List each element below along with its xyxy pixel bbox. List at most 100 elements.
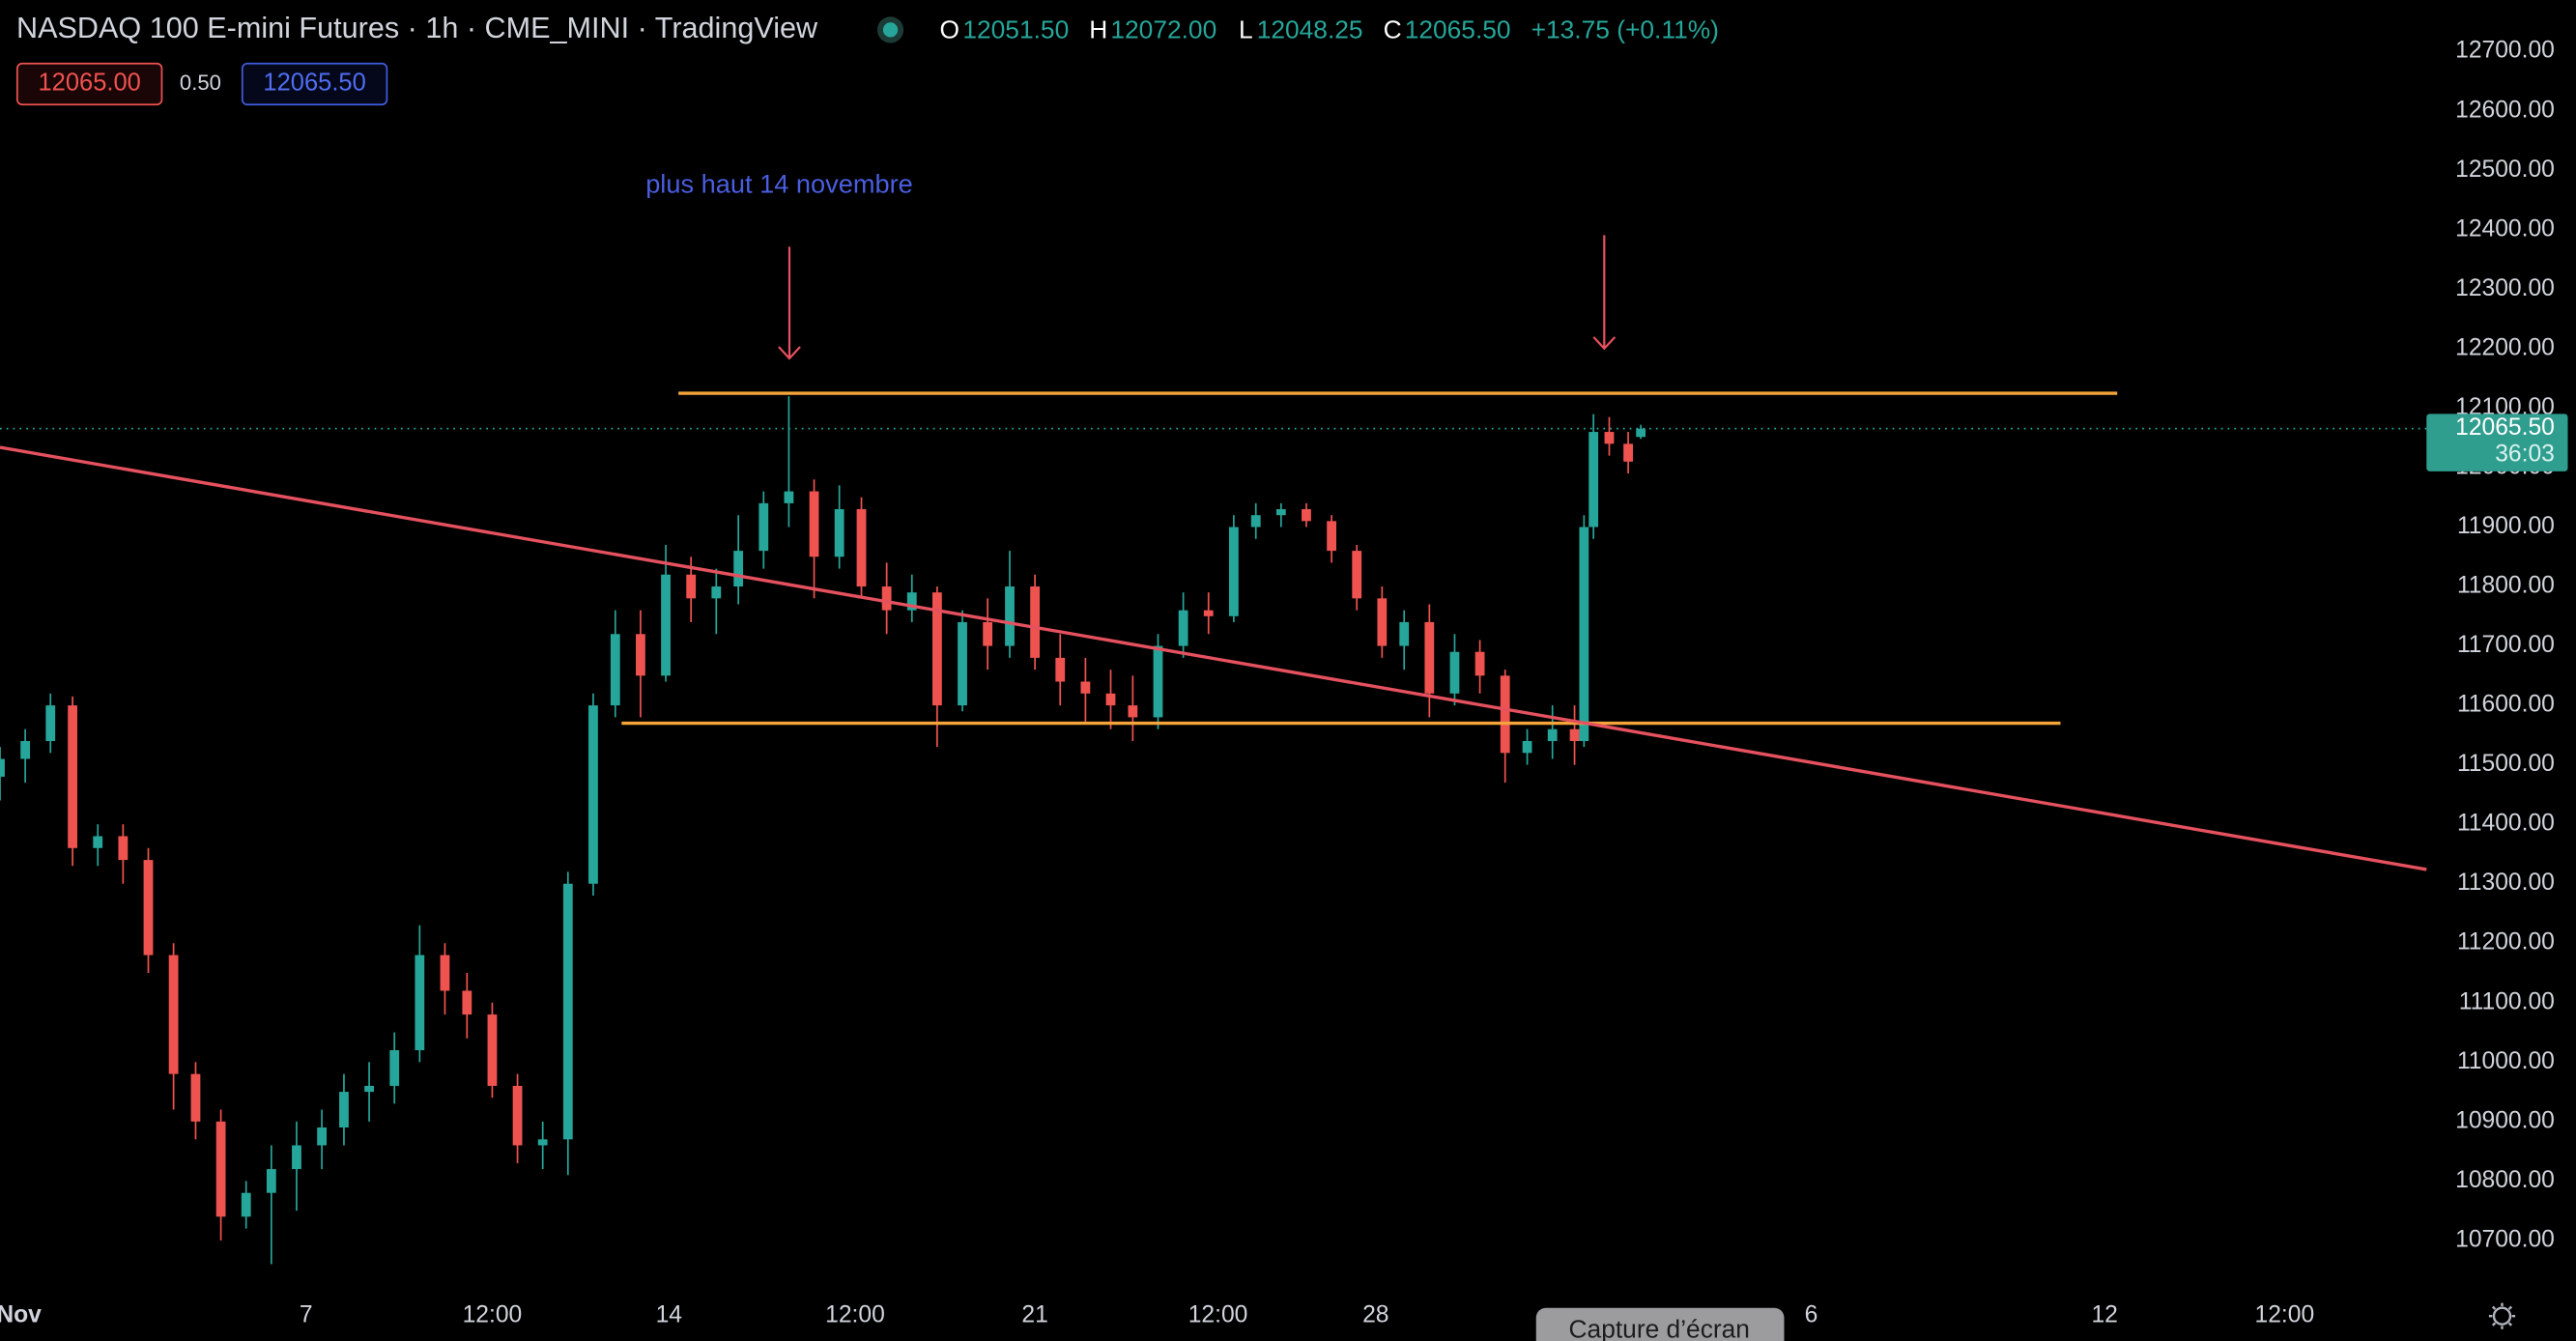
candle-body [1589,432,1599,528]
ohlc-key: C [1384,15,1402,44]
candle-body [45,705,56,742]
candle-body [733,551,744,587]
candle-body [364,1085,374,1093]
candle-body [1579,527,1589,742]
candle-body [1178,610,1188,646]
y-tick-label: 10700.00 [2455,1226,2555,1252]
y-tick-label: 11700.00 [2457,632,2555,658]
sell-button[interactable] [16,62,163,106]
ohlc: O 12051.50 H 12072.00 L 12048.25 C 12065… [940,15,1719,44]
ohlc-value: 12051.50 [962,15,1069,44]
last-price-label: 12065.50 [2455,414,2555,441]
ohlc-value: 12065.50 [1405,15,1511,44]
candle-body [487,1014,498,1086]
ohlc-key: O [940,15,960,44]
status-dot [882,22,899,38]
candle-body [1604,432,1615,444]
candle-body [1275,509,1286,516]
x-tick-label: 12:00 [2254,1302,2314,1328]
candle-body [118,836,129,861]
candle-body [834,509,844,557]
x-tick-label: 7 [300,1302,313,1328]
y-tick-label: 12500.00 [2455,157,2555,183]
y-tick-label: 11500.00 [2457,751,2555,777]
candle-body [1424,621,1435,694]
candle-body [190,1073,201,1122]
x-tick-label: 12:00 [463,1302,523,1328]
candle-body [415,955,425,1051]
candle-body [20,741,31,759]
settings-icon[interactable] [2488,1302,2516,1329]
candle-body [906,592,917,611]
candle-body [758,502,769,552]
candle-body [1449,651,1460,694]
ohlc-value: 12072.00 [1110,15,1216,44]
price-axis: 10700.00 10800.00 10900.00 11000.00 11100.00… [0,38,2568,1328]
y-tick-label: 11600.00 [2457,692,2555,718]
candle-body [610,634,620,706]
candle-body [1080,681,1091,694]
y-tick-label: 11400.00 [2457,811,2555,837]
y-tick-label: 12200.00 [2455,334,2555,360]
y-tick-label: 11900.00 [2457,513,2555,539]
candle-body [1128,705,1138,718]
candle-body [588,705,598,884]
arrow [778,246,801,360]
candle-body [1005,586,1015,646]
spread: 0.50 [180,71,221,95]
candle-body [636,634,645,676]
x-tick-label: Nov [0,1302,42,1328]
y-tick-label: 12700.00 [2455,38,2555,64]
candle-body [1105,693,1116,706]
y-tick-label: 10900.00 [2455,1107,2555,1133]
plot-area [0,391,2427,1265]
change: +13.75 (+0.11%) [1531,15,1719,44]
screenshot-button[interactable] [1535,1307,1785,1341]
candle-body [1352,551,1362,599]
y-tick-label: 12600.00 [2455,97,2555,123]
candle-body [1636,428,1646,438]
y-tick-label: 12400.00 [2455,215,2555,242]
candle-body [0,758,5,777]
candle-body [241,1192,251,1217]
candle-body [881,586,892,611]
sell-price[interactable]: 12065.00 [38,70,140,97]
screenshot-label[interactable]: Capture d’écran [1569,1314,1750,1341]
candle-body [1228,527,1239,616]
candle-body [1250,515,1261,528]
candle-body [1055,657,1066,682]
candle-body [512,1085,523,1146]
x-tick-label: 28 [1362,1302,1388,1328]
candle-body [958,621,967,706]
y-tick-label: 11300.00 [2457,870,2555,896]
candle-body [562,883,573,1140]
x-tick-label: 12 [2091,1302,2117,1328]
x-tick-label: 14 [656,1302,682,1328]
buy-button[interactable] [241,62,388,106]
x-tick-label: 12:00 [1188,1302,1248,1328]
candle-body [68,705,78,848]
candle-body [1153,645,1163,718]
arrows [778,235,1617,360]
candle-body [856,509,867,587]
candle-body [292,1145,301,1170]
candle-body [143,860,154,956]
candle-body [1547,728,1558,742]
candle-body [1399,621,1410,646]
candle-body [1302,509,1311,522]
candle-body [1569,728,1580,742]
candle-body [809,491,819,557]
buy-price[interactable]: 12065.50 [263,70,365,97]
annotation: plus haut 14 novembre [645,169,913,199]
y-tick-label: 11000.00 [2457,1048,2555,1074]
x-tick-label: 12:00 [825,1302,885,1328]
candle-body [686,574,697,599]
candle-body [1474,651,1485,676]
candle-body [784,491,794,503]
y-tick-label: 10800.00 [2455,1167,2555,1193]
drawing-line [0,445,2427,871]
candle-body [317,1127,327,1146]
candle-body [1623,443,1633,462]
